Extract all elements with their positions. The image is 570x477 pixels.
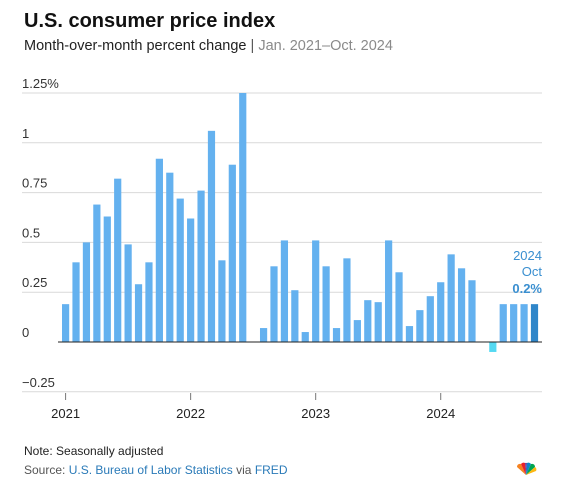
bar <box>239 93 247 342</box>
bar <box>489 342 497 352</box>
y-tick-label: 0.5 <box>22 225 40 240</box>
bar <box>82 242 91 342</box>
bar <box>103 216 111 342</box>
x-tick-labels: 2021 2022 2023 2024 <box>51 393 455 421</box>
chart-source: Source: U.S. Bureau of Labor Statistics … <box>24 463 287 477</box>
bar <box>155 158 163 342</box>
bar <box>426 296 434 342</box>
bar <box>291 290 299 342</box>
annotation-year: 2024 <box>513 248 542 263</box>
bar <box>280 240 289 342</box>
y-tick-label: 1.25% <box>22 76 59 91</box>
bar <box>207 130 216 342</box>
subtitle-main: Month-over-month percent change <box>24 38 247 54</box>
annotation-value: 0.2% <box>512 281 542 296</box>
bar <box>218 260 226 342</box>
bar <box>301 332 309 342</box>
bar <box>332 328 341 342</box>
bar <box>166 172 174 342</box>
subtitle-separator: | <box>250 38 255 54</box>
source-prefix: Source: <box>24 463 69 477</box>
source-via: via <box>232 463 255 477</box>
y-tick-labels: 1.25% 1 0.75 0.5 0.25 0 −0.25 <box>22 76 59 390</box>
peacock-logo-icon <box>516 462 537 475</box>
bar <box>385 240 393 342</box>
bar <box>405 326 414 342</box>
bar <box>187 218 195 342</box>
bar <box>62 304 70 342</box>
bar <box>437 282 445 342</box>
source-db-link[interactable]: FRED <box>254 463 288 477</box>
bar <box>93 204 101 342</box>
y-tick-label: 1 <box>22 126 29 141</box>
bar <box>72 262 80 342</box>
bar <box>499 304 507 342</box>
bars <box>62 93 539 352</box>
bar <box>176 198 184 342</box>
bar <box>259 328 268 342</box>
bar <box>134 284 143 342</box>
x-tick-label: 2024 <box>426 406 455 421</box>
bar <box>270 266 278 342</box>
bar <box>520 304 528 342</box>
bar <box>322 266 330 342</box>
x-tick-label: 2021 <box>51 406 80 421</box>
bar <box>374 302 382 342</box>
y-tick-label: −0.25 <box>22 375 55 390</box>
bar-latest <box>530 304 539 342</box>
bar <box>510 304 518 342</box>
bar <box>457 268 466 342</box>
bar <box>468 280 476 342</box>
bar <box>114 178 122 342</box>
x-tick-label: 2022 <box>176 406 205 421</box>
bar <box>312 240 320 342</box>
bar <box>416 310 424 342</box>
bar <box>343 258 351 342</box>
bar <box>124 244 132 342</box>
bar <box>364 300 372 342</box>
source-org-link[interactable]: U.S. Bureau of Labor Statistics <box>68 463 233 477</box>
y-tick-label: 0.75 <box>22 176 47 191</box>
chart-title: U.S. consumer price index <box>24 10 276 32</box>
bar <box>447 254 455 342</box>
chart-subtitle: Month-over-month percent change | Jan. 2… <box>24 38 393 54</box>
annotation-month: Oct <box>522 264 543 279</box>
bar <box>228 164 236 342</box>
bar <box>197 190 205 342</box>
bar <box>145 262 153 342</box>
y-tick-label: 0.25 <box>22 275 47 290</box>
bar <box>395 272 403 342</box>
subtitle-range: Jan. 2021–Oct. 2024 <box>258 38 393 54</box>
bar <box>353 320 361 342</box>
y-tick-label: 0 <box>22 325 29 340</box>
x-tick-label: 2023 <box>301 406 330 421</box>
chart-note: Note: Seasonally adjusted <box>24 444 164 458</box>
